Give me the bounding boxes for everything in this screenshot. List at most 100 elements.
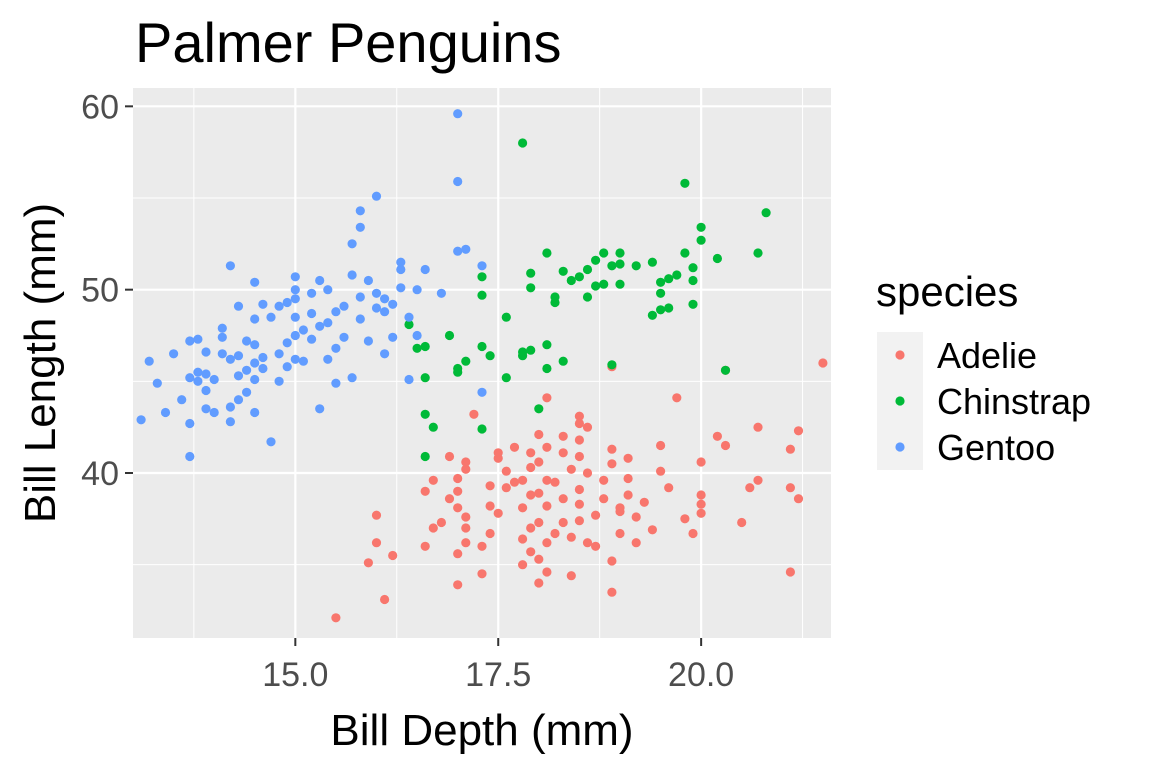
data-point [225, 417, 235, 427]
data-point [396, 257, 406, 267]
chart-title: Palmer Penguins [135, 11, 561, 74]
data-point [680, 178, 690, 188]
data-point [371, 191, 382, 201]
y-axis-title: Bill Length (mm) [16, 203, 65, 523]
data-point [453, 363, 463, 374]
data-point [785, 444, 796, 454]
data-point [331, 613, 341, 623]
data-point [712, 253, 723, 264]
data-point [477, 341, 487, 352]
data-point [258, 352, 268, 363]
data-point [201, 404, 211, 414]
data-point [574, 516, 585, 526]
data-point [647, 310, 658, 320]
data-point [542, 248, 552, 258]
data-point [558, 431, 568, 441]
data-point [217, 332, 227, 342]
data-point [266, 312, 276, 322]
data-point [550, 292, 560, 302]
data-point [461, 523, 471, 533]
data-point [160, 407, 171, 418]
data-point [664, 303, 674, 313]
data-point [144, 356, 154, 366]
data-point [485, 501, 495, 511]
data-point [323, 318, 333, 328]
data-point [339, 332, 349, 342]
data-point [599, 248, 609, 258]
data-point [420, 451, 430, 462]
data-point [672, 393, 682, 403]
data-point [331, 307, 341, 317]
data-point [258, 299, 268, 309]
data-point [526, 490, 536, 500]
data-point [444, 330, 455, 341]
data-point [453, 486, 463, 496]
data-point [631, 538, 641, 548]
data-point [607, 261, 617, 271]
data-point [428, 422, 438, 432]
data-point [290, 294, 300, 304]
data-point [753, 475, 763, 485]
data-point [404, 319, 414, 330]
data-point [591, 510, 601, 520]
data-point [631, 261, 641, 271]
x-tick-label: 15.0 [262, 656, 328, 694]
data-point [542, 567, 552, 577]
series-gentoo [136, 109, 487, 462]
data-point [599, 279, 609, 289]
data-point [501, 483, 511, 493]
data-point [696, 457, 706, 467]
data-point [420, 264, 430, 275]
data-point [242, 365, 252, 375]
data-point [331, 378, 341, 388]
data-point [534, 429, 544, 440]
data-point [201, 347, 211, 357]
data-point [315, 275, 325, 286]
data-point [250, 374, 260, 385]
data-point [542, 442, 552, 452]
data-point [607, 587, 617, 597]
data-point [282, 362, 292, 372]
data-point [396, 264, 406, 275]
data-point [233, 351, 244, 361]
data-point [745, 483, 755, 493]
legend-key-point [895, 396, 905, 406]
data-point [737, 517, 747, 528]
data-points [136, 109, 828, 623]
data-point [534, 457, 544, 467]
data-point [574, 484, 585, 495]
data-point [461, 356, 471, 366]
data-point [656, 305, 666, 315]
data-point [177, 395, 187, 405]
axes: 15.0 17.5 20.0 40 50 60 [81, 88, 734, 694]
data-point [582, 468, 593, 478]
data-point [493, 448, 503, 458]
data-point [331, 343, 341, 353]
data-point [420, 541, 430, 551]
data-point [258, 363, 268, 374]
data-point [566, 275, 576, 286]
data-point [412, 343, 422, 353]
data-point [250, 407, 260, 418]
data-point [680, 248, 690, 258]
data-point [233, 301, 244, 311]
data-point [818, 358, 828, 368]
data-point [526, 345, 536, 355]
data-point [371, 303, 382, 313]
data-point [582, 422, 593, 432]
data-point [363, 558, 373, 568]
data-point [242, 336, 252, 346]
data-point [380, 307, 390, 317]
grid-lines [133, 88, 831, 638]
data-point [209, 374, 219, 385]
data-point [509, 477, 520, 487]
data-point [485, 481, 495, 491]
data-point [534, 554, 544, 564]
data-point [461, 538, 471, 548]
data-point [696, 499, 706, 509]
data-point [793, 494, 804, 504]
legend-label: Adelie [937, 335, 1037, 376]
data-point [396, 283, 406, 293]
data-point [217, 323, 227, 333]
data-point [363, 275, 373, 286]
